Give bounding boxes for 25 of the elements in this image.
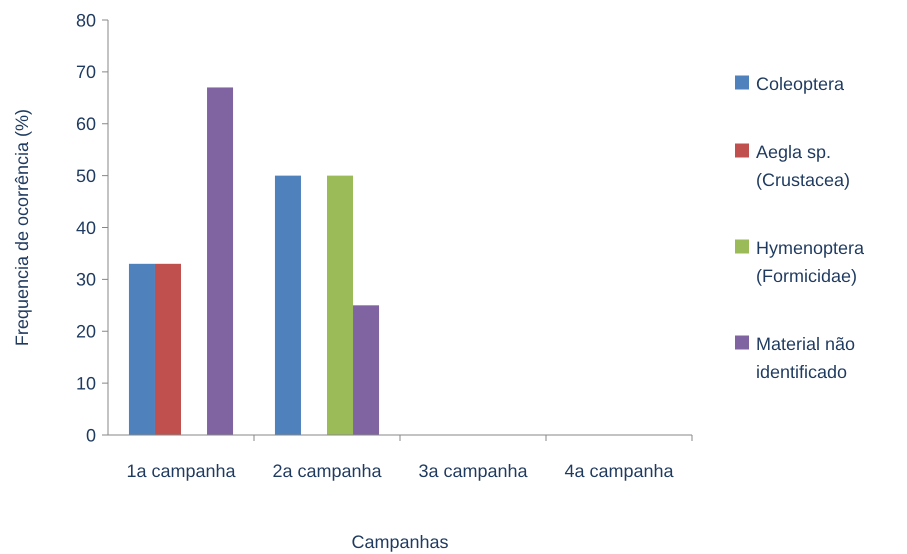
- y-tick-label: 40: [76, 218, 96, 238]
- y-tick-label: 60: [76, 114, 96, 134]
- y-tick-label: 30: [76, 270, 96, 290]
- y-axis-title: Frequencia de ocorrência (%): [12, 108, 32, 346]
- bar: [128, 264, 155, 435]
- x-axis-title: Campanhas: [351, 532, 449, 552]
- x-tick-label: 3a campanha: [418, 461, 529, 481]
- y-tick-label: 70: [76, 62, 96, 82]
- x-tick-label: 1a campanha: [126, 461, 237, 481]
- y-tick-label: 10: [76, 373, 96, 394]
- y-tick-label: 50: [76, 166, 96, 186]
- bar: [274, 176, 301, 435]
- bar: [353, 305, 380, 435]
- bar: [207, 87, 234, 435]
- x-tick-label: 2a campanha: [272, 461, 383, 481]
- legend-label: Hymenoptera (Formicidae): [756, 238, 866, 286]
- y-tick-label: 0: [86, 425, 96, 446]
- y-tick-label: 20: [76, 322, 96, 342]
- y-tick-label: 80: [76, 10, 96, 30]
- bar: [154, 264, 181, 435]
- x-tick-label: 4a campanha: [564, 461, 675, 481]
- bar: [327, 176, 354, 435]
- legend-label: Aegla sp. (Crustacea): [756, 142, 850, 190]
- legend-label: Material não identificado: [756, 334, 856, 382]
- legend-label: Coleoptera: [756, 74, 846, 94]
